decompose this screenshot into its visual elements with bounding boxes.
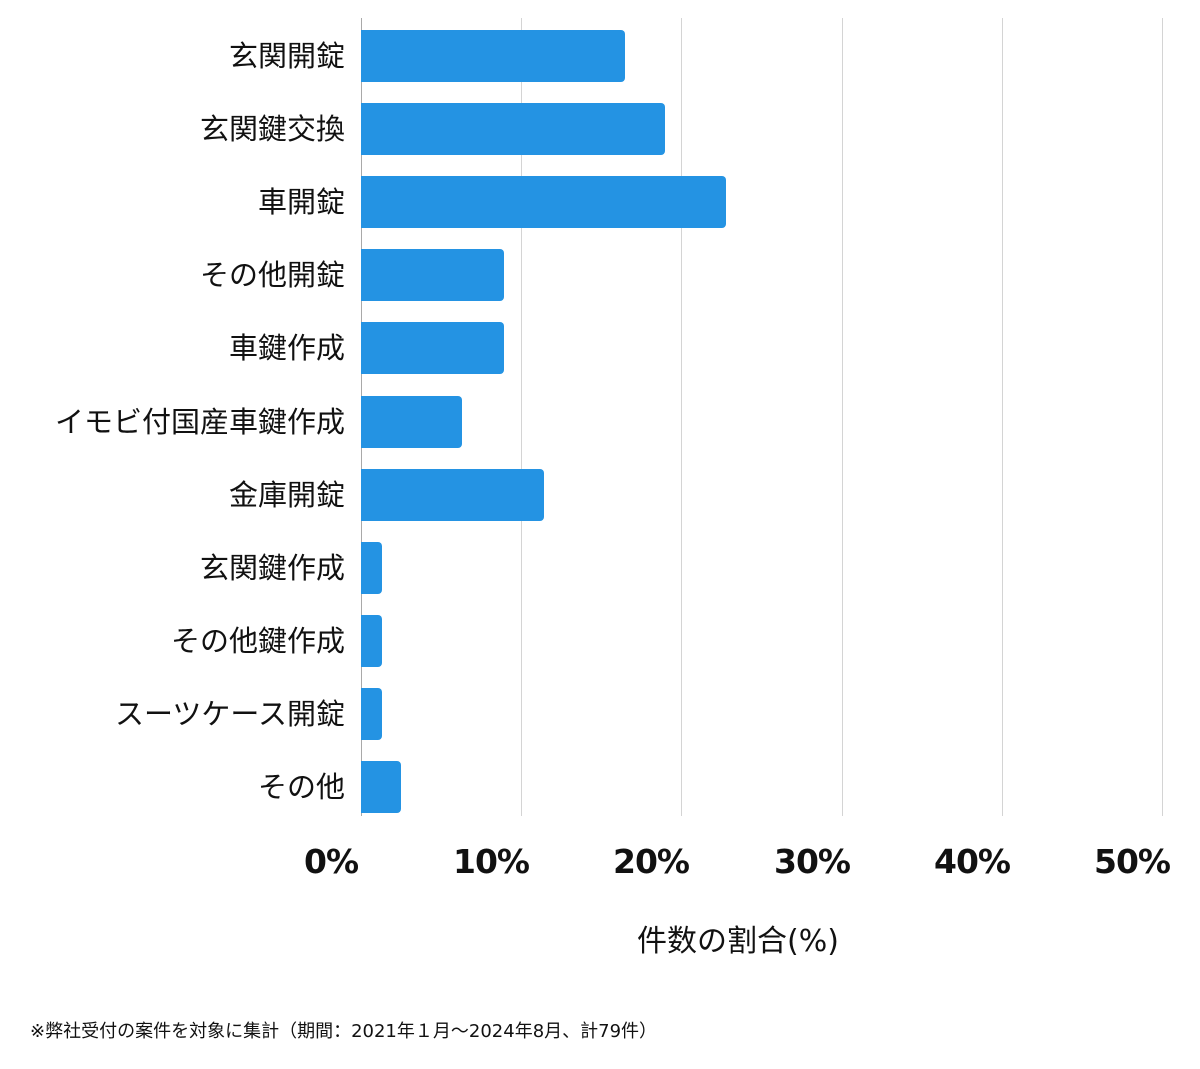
category-label: 玄関鍵交換 (199, 112, 345, 146)
category-label: スーツケース開錠 (115, 697, 345, 731)
bar (361, 322, 504, 374)
footnote: ※弊社受付の案件を対象に集計（期間：2021年１月～2024年8月、計79件） (30, 1021, 658, 1042)
x-tick-label: 20% (613, 842, 690, 881)
category-label: 玄関開錠 (228, 39, 345, 73)
bar (361, 176, 726, 228)
x-tick-label: 40% (934, 842, 1011, 881)
bar (361, 103, 665, 155)
gridline (1002, 18, 1003, 816)
bar (361, 30, 625, 82)
category-label: 玄関鍵作成 (199, 551, 345, 585)
category-label: 車鍵作成 (228, 331, 345, 365)
x-tick-label: 10% (453, 842, 530, 881)
gridline (842, 18, 843, 816)
gridline (1162, 18, 1163, 816)
category-label: 車開錠 (257, 185, 345, 219)
x-tick-label: 30% (774, 842, 851, 881)
bar (361, 249, 504, 301)
category-label: その他鍵作成 (170, 624, 345, 658)
gridline (681, 18, 682, 816)
bar (361, 469, 544, 521)
category-label: イモビ付国産車鍵作成 (54, 405, 345, 439)
bar (361, 688, 382, 740)
category-label: その他 (257, 770, 345, 804)
bar (361, 761, 401, 813)
bar (361, 542, 382, 594)
x-tick-label: 50% (1094, 842, 1171, 881)
category-label: 金庫開錠 (228, 478, 345, 512)
x-axis-title: 件数の割合(%) (637, 924, 839, 959)
x-tick-label: 0% (303, 842, 359, 881)
gridline (521, 18, 522, 816)
bar (361, 396, 462, 448)
bar (361, 615, 382, 667)
category-label: その他開錠 (199, 258, 345, 292)
